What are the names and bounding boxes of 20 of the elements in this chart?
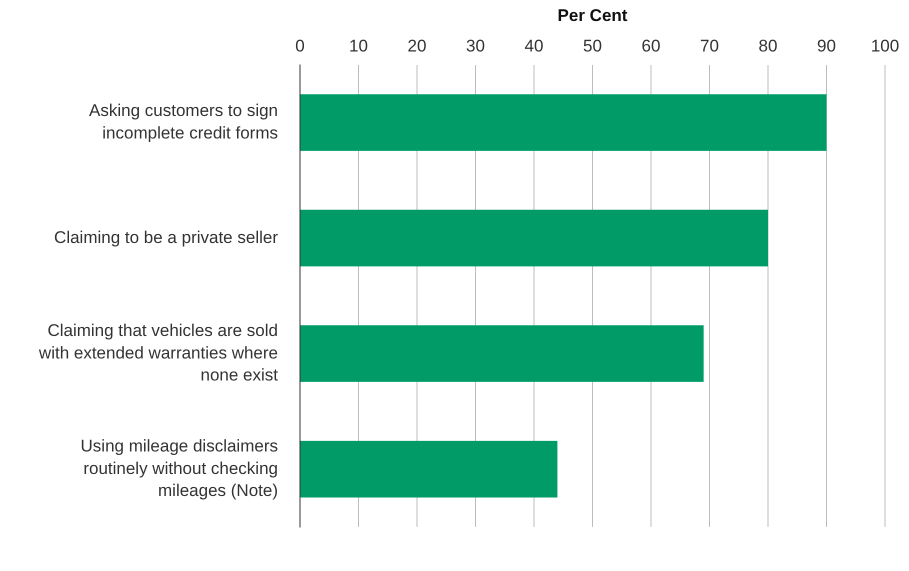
x-tick-label: 20 xyxy=(408,36,426,56)
x-tick-label: 30 xyxy=(466,36,485,56)
x-axis-title: Per Cent xyxy=(558,6,628,25)
x-tick-label: 0 xyxy=(295,36,305,56)
y-tick-label: Claiming that vehicles are sold with extended warranties where none exist xyxy=(38,321,278,384)
x-tick-label: 60 xyxy=(642,36,660,56)
bar xyxy=(300,325,704,382)
x-tick-label: 10 xyxy=(349,36,368,56)
x-tick-label: 100 xyxy=(870,36,900,56)
y-tick-label: Asking customers to sign incomplete credit forms xyxy=(89,101,278,142)
y-tick-label: Claiming to be a private seller xyxy=(54,228,278,247)
x-tick-label: 90 xyxy=(817,36,836,56)
y-tick-label: Using mileage disclaimers routinely without checking mileages (Note) xyxy=(80,436,278,500)
x-tick-label: 80 xyxy=(758,36,778,56)
bar xyxy=(300,440,558,498)
bar xyxy=(300,210,768,266)
x-tick-label: 40 xyxy=(524,36,544,56)
x-tick-label: 50 xyxy=(583,36,602,56)
x-tick-label: 70 xyxy=(700,36,719,56)
bar xyxy=(300,94,826,151)
